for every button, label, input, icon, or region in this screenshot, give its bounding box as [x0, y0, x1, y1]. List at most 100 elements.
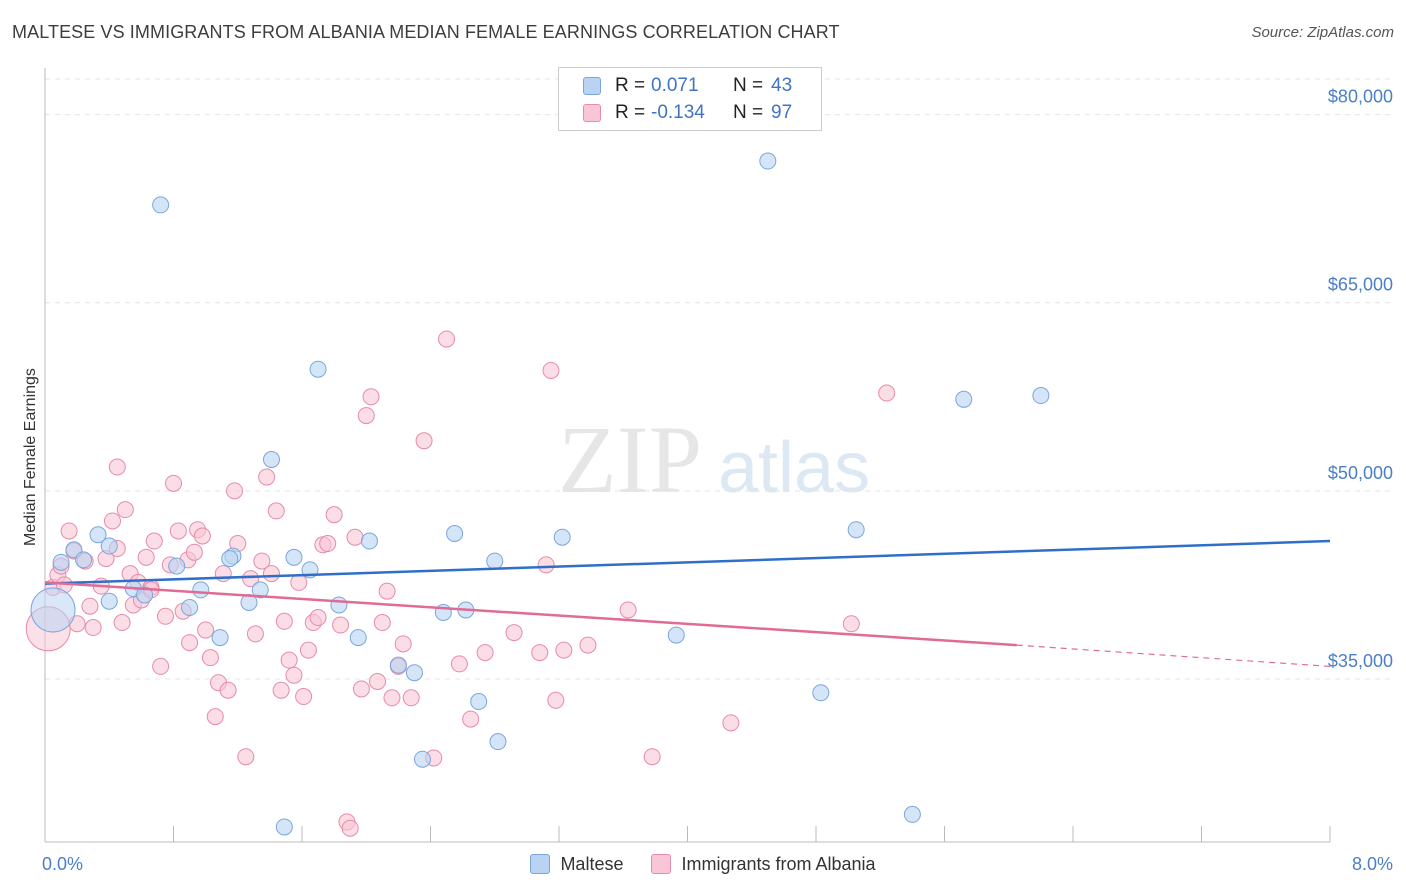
albania-point — [722, 714, 740, 732]
albania-point — [352, 680, 370, 698]
albania-point — [542, 361, 560, 379]
albania-point — [643, 748, 661, 766]
maltese-point — [181, 598, 199, 616]
albania-point — [185, 543, 203, 561]
albania-point — [555, 641, 573, 659]
albania-point — [378, 582, 396, 600]
albania-point — [242, 570, 260, 588]
legend-r-label: R = — [615, 102, 646, 123]
albania-point — [290, 573, 308, 591]
maltese-point — [211, 629, 229, 647]
albania-point — [402, 689, 420, 707]
albania-point — [84, 619, 102, 637]
albania-point — [462, 710, 480, 728]
maltese-point — [152, 196, 170, 214]
legend-row-maltese: R = 0.071 N = 43 — [559, 73, 819, 99]
albania-point — [309, 609, 327, 627]
x-tick-labels: 0.0% 8.0% — [42, 854, 1393, 874]
legend-item-maltese[interactable]: Maltese — [530, 854, 623, 875]
albania-point — [201, 649, 219, 667]
maltese-point — [168, 557, 186, 575]
maltese-point — [100, 592, 118, 610]
maltese-point — [1032, 387, 1050, 405]
albania-trend-line — [44, 581, 1017, 647]
albania-point — [113, 614, 131, 632]
x-tick-label-min: 0.0% — [42, 854, 83, 874]
albania-point — [103, 512, 121, 530]
albania-point — [579, 636, 597, 654]
albania-point — [450, 655, 468, 673]
gridlines — [45, 78, 1392, 680]
maltese-point — [389, 656, 407, 674]
y-tick-label: $65,000 — [1328, 275, 1393, 295]
watermark-zip: ZIP — [558, 406, 702, 513]
legend-row-albania: R = -0.134 N = 97 — [559, 100, 819, 126]
y-axis-label: Median Female Earnings — [22, 368, 39, 546]
albania-point — [373, 614, 391, 632]
maltese-point — [667, 626, 685, 644]
maltese-point — [30, 587, 76, 633]
albania-point — [438, 330, 456, 348]
albania-point — [193, 527, 211, 545]
trend-lines — [44, 539, 1331, 668]
y-tick-label: $50,000 — [1328, 463, 1393, 483]
albania-point — [346, 528, 364, 546]
albania-legend-swatch — [651, 854, 672, 874]
albania-legend-label: Immigrants from Albania — [681, 853, 876, 874]
maltese-point — [100, 537, 118, 555]
maltese-point — [251, 581, 269, 599]
albania-point — [258, 468, 276, 486]
albania-point — [505, 624, 523, 642]
albania-point — [295, 688, 313, 706]
albania-point — [394, 635, 412, 653]
chart-title: MALTESE VS IMMIGRANTS FROM ALBANIA MEDIA… — [12, 22, 840, 42]
maltese-trend-line — [44, 539, 1331, 585]
x-tick-label-max: 8.0% — [1352, 854, 1393, 874]
legend-n-value: 43 — [771, 75, 793, 96]
albania-point — [362, 388, 380, 406]
albania-point — [60, 522, 78, 540]
albania-point — [325, 506, 343, 524]
legend-n-value: 97 — [771, 102, 793, 123]
albania-point — [253, 552, 271, 570]
maltese-point — [759, 152, 777, 170]
albania-point — [197, 621, 215, 639]
albania-point — [137, 548, 155, 566]
maltese-point — [309, 360, 327, 378]
maltese-point — [275, 818, 293, 836]
maltese-point — [470, 693, 488, 711]
correlation-legend: R = 0.071 N = 43 R = -0.134 N = 97 — [558, 67, 822, 131]
albania-point — [165, 474, 182, 492]
maltese-point — [221, 550, 239, 568]
albania-point — [357, 407, 375, 425]
legend-item-albania[interactable]: Immigrants from Albania — [651, 853, 876, 875]
maltese-swatch — [583, 77, 601, 95]
albania-point — [206, 708, 224, 726]
maltese-point — [52, 553, 70, 571]
albania-point — [181, 634, 199, 652]
legend-r-value: -0.134 — [651, 102, 705, 123]
albania-point — [169, 522, 187, 540]
legend-n-label: N = — [733, 75, 764, 96]
axes — [44, 68, 1331, 843]
albania-point — [285, 666, 303, 684]
albania-point — [272, 681, 290, 699]
maltese-point — [75, 551, 93, 569]
series-legend: Maltese Immigrants from Albania — [0, 852, 1406, 876]
legend-r-value: 0.071 — [651, 75, 699, 96]
maltese-point — [405, 664, 423, 682]
source-label: Source: ZipAtlas.com — [1251, 24, 1394, 41]
albania-point — [319, 535, 337, 553]
albania-point — [415, 432, 433, 450]
albania-point — [267, 502, 285, 520]
albania-point — [476, 644, 494, 662]
maltese-point — [955, 390, 973, 408]
albania-point — [152, 657, 170, 675]
albania-point — [275, 612, 293, 630]
y-tick-label: $80,000 — [1328, 87, 1393, 107]
maltese-point — [360, 532, 378, 550]
legend-n-label: N = — [733, 102, 764, 123]
albania-point — [531, 644, 549, 662]
albania-point — [878, 384, 896, 402]
